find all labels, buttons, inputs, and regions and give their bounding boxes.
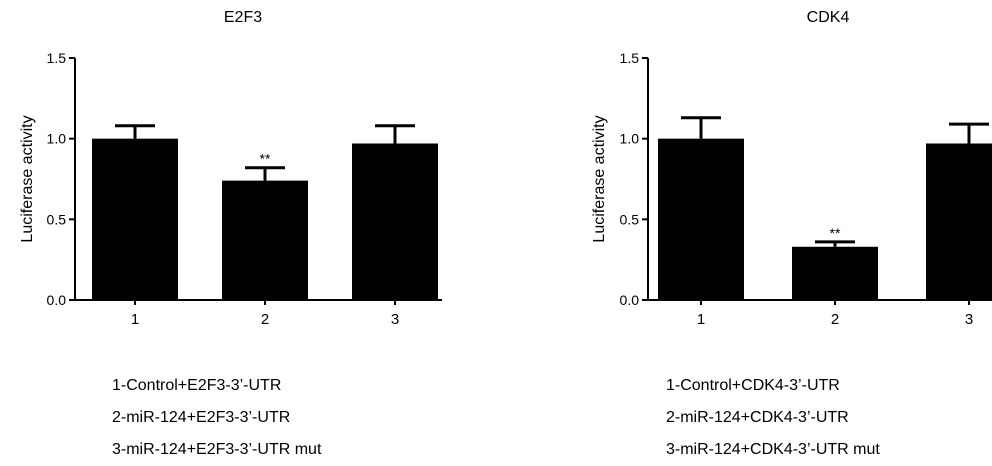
legend-cdk4: 1-Control+CDK4-3’-UTR 2-miR-124+CDK4-3’-… — [666, 370, 880, 466]
x-tick-label: 1 — [131, 311, 139, 328]
figure: E2F3 Luciferase activity 0.0 0.5 1.0 1.5 1 ** 2 3… — [19, 9, 992, 328]
significance-label: ** — [260, 151, 271, 167]
y-tick-label: 1.0 — [620, 131, 640, 147]
x-tick-label: 2 — [261, 311, 269, 328]
bar — [658, 138, 744, 300]
legend-item-1: 1-Control+CDK4-3’-UTR — [666, 377, 840, 394]
x-tick-label: 3 — [965, 311, 973, 328]
x-tick-label: 1 — [697, 311, 705, 328]
y-axis-label: Luciferase activity — [19, 115, 36, 242]
y-tick-label: 1.5 — [620, 50, 640, 66]
legend-item-3: 3-miR-124+CDK4-3’-UTR mut — [666, 441, 880, 458]
bar — [92, 138, 178, 300]
legend-item-2: 2-miR-124+CDK4-3’-UTR — [666, 409, 849, 426]
bar — [352, 143, 438, 300]
legend-item-2: 2-miR-124+E2F3-3’-UTR — [112, 409, 291, 426]
bar — [222, 180, 308, 300]
y-axis-label: Luciferase activity — [591, 115, 608, 242]
bar — [926, 143, 992, 300]
x-tick-label: 3 — [391, 311, 399, 328]
legend-e2f3: 1-Control+E2F3-3’-UTR 2-miR-124+E2F3-3’-… — [112, 370, 321, 466]
legend-item-1: 1-Control+E2F3-3’-UTR — [112, 377, 282, 394]
bar — [792, 246, 878, 300]
y-tick-label: 0.0 — [620, 292, 640, 308]
y-tick-label: 0.5 — [47, 211, 67, 227]
chart-title: CDK4 — [807, 9, 850, 26]
chart-cdk4: CDK4 Luciferase activity 0.0 0.5 1.0 1.5 1 ** 2 3 — [591, 9, 992, 328]
significance-label: ** — [830, 225, 841, 241]
y-tick-label: 0.5 — [620, 211, 640, 227]
chart-e2f3: E2F3 Luciferase activity 0.0 0.5 1.0 1.5 1 ** 2 3 — [19, 9, 442, 328]
y-tick-label: 1.5 — [47, 50, 67, 66]
y-tick-label: 1.0 — [47, 131, 67, 147]
y-tick-label: 0.0 — [47, 292, 67, 308]
legend-item-3: 3-miR-124+E2F3-3’-UTR mut — [112, 441, 322, 458]
x-tick-label: 2 — [831, 311, 839, 328]
chart-title: E2F3 — [224, 9, 262, 26]
